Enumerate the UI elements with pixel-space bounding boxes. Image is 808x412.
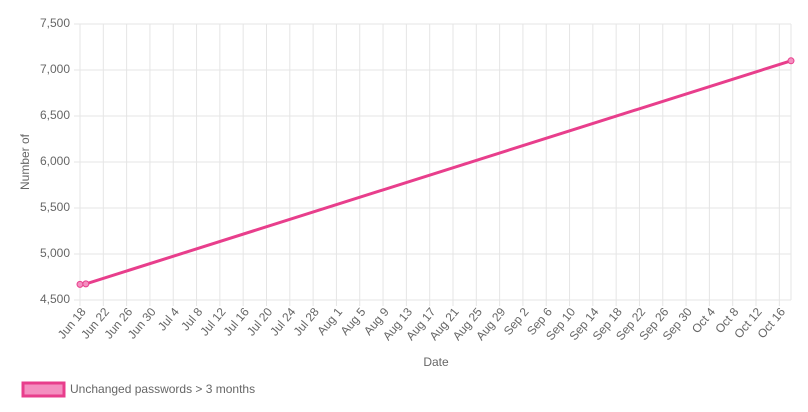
- x-axis-label: Date: [423, 355, 449, 369]
- y-tick-label: 5,500: [40, 200, 70, 214]
- x-tick-label: Jul 28: [291, 305, 323, 339]
- x-tick-label: Oct 4: [689, 305, 718, 336]
- y-tick-label: 7,000: [40, 62, 70, 76]
- series-line: [79, 59, 792, 286]
- y-tick-label: 6,000: [40, 154, 70, 168]
- data-point: [76, 280, 84, 288]
- data-point: [82, 280, 90, 288]
- y-tick-label: 7,500: [40, 16, 70, 30]
- legend-swatch: [21, 381, 66, 398]
- x-tick-label: Aug 1: [314, 305, 345, 338]
- y-tick-label: 6,500: [40, 108, 70, 122]
- x-tick-label: Aug 5: [338, 305, 369, 338]
- y-tick-label: 5,000: [40, 246, 70, 260]
- y-tick-label: 4,500: [40, 292, 70, 306]
- x-tick-label: Jul 4: [155, 305, 182, 334]
- x-tick-label: Sep 2: [501, 305, 532, 338]
- legend-label: Unchanged passwords > 3 months: [70, 382, 255, 396]
- y-axis-label: Number of: [18, 133, 32, 190]
- data-point: [787, 57, 795, 65]
